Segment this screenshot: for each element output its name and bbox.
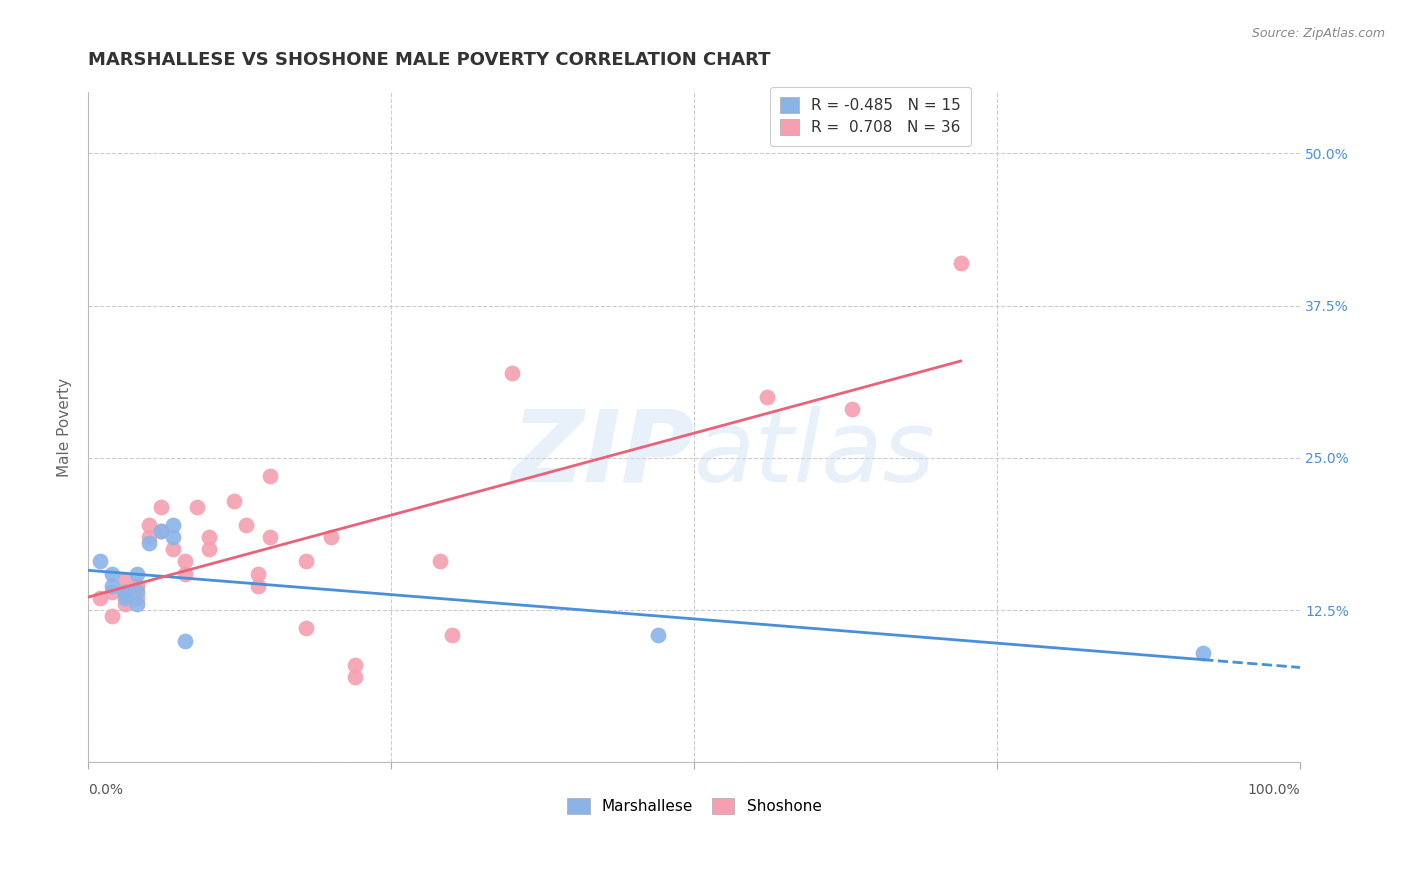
Point: [125, 579, 148, 593]
Point: [755, 390, 778, 404]
Point: [246, 566, 269, 581]
Point: [89, 554, 111, 568]
Text: 100.0%: 100.0%: [1247, 782, 1301, 797]
Legend: Marshallese, Shoshone: Marshallese, Shoshone: [560, 790, 830, 822]
Text: MARSHALLESE VS SHOSHONE MALE POVERTY CORRELATION CHART: MARSHALLESE VS SHOSHONE MALE POVERTY COR…: [89, 51, 770, 69]
Point: [114, 597, 136, 611]
Point: [319, 530, 342, 544]
Point: [138, 536, 160, 550]
Point: [125, 579, 148, 593]
Point: [162, 530, 184, 544]
Point: [114, 591, 136, 605]
Text: atlas: atlas: [695, 406, 936, 503]
Point: [174, 566, 197, 581]
Point: [125, 566, 148, 581]
Point: [114, 585, 136, 599]
Point: [1192, 646, 1215, 660]
Point: [949, 256, 972, 270]
Point: [501, 366, 523, 380]
Point: [114, 585, 136, 599]
Text: ZIP: ZIP: [512, 406, 695, 503]
Point: [89, 591, 111, 605]
Point: [101, 609, 124, 624]
Point: [841, 402, 863, 417]
Point: [149, 524, 172, 538]
Point: [162, 542, 184, 557]
Point: [149, 524, 172, 538]
Point: [235, 517, 257, 532]
Point: [174, 633, 197, 648]
Point: [125, 591, 148, 605]
Point: [295, 622, 318, 636]
Text: Source: ZipAtlas.com: Source: ZipAtlas.com: [1251, 27, 1385, 40]
Point: [429, 554, 451, 568]
Point: [647, 627, 669, 641]
Point: [138, 517, 160, 532]
Point: [222, 493, 245, 508]
Text: 0.0%: 0.0%: [89, 782, 124, 797]
Point: [138, 530, 160, 544]
Point: [174, 554, 197, 568]
Point: [101, 579, 124, 593]
Point: [186, 500, 208, 514]
Point: [198, 542, 221, 557]
Point: [125, 585, 148, 599]
Point: [440, 627, 463, 641]
Point: [162, 517, 184, 532]
Point: [246, 579, 269, 593]
Point: [198, 530, 221, 544]
Point: [125, 597, 148, 611]
Point: [101, 585, 124, 599]
Point: [343, 670, 366, 684]
Point: [101, 566, 124, 581]
Point: [259, 530, 281, 544]
Point: [259, 469, 281, 483]
Point: [343, 657, 366, 672]
Point: [149, 500, 172, 514]
Point: [295, 554, 318, 568]
Y-axis label: Male Poverty: Male Poverty: [58, 378, 72, 477]
Point: [114, 573, 136, 587]
